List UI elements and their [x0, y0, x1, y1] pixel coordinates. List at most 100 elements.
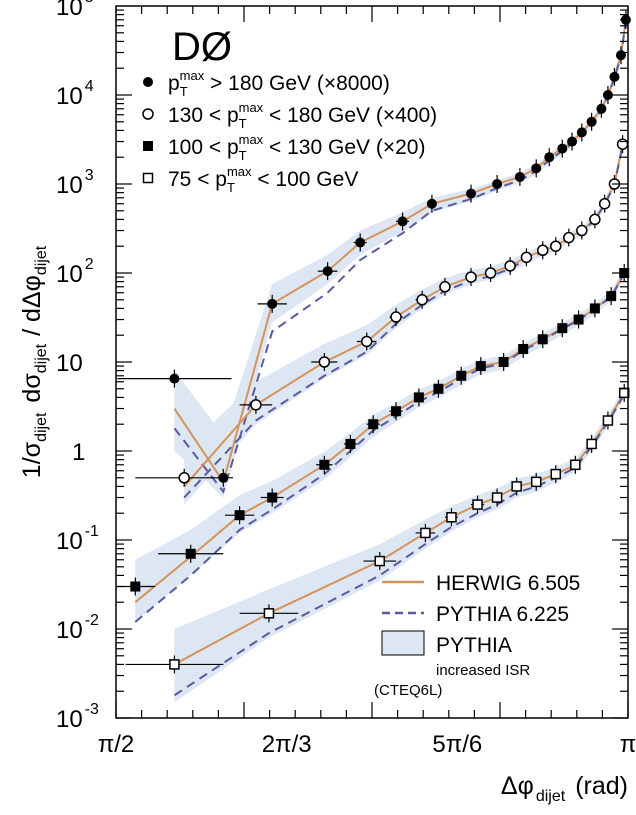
svg-text:1/σdijetdσdijet/ dΔφdijet: 1/σdijetdσdijet/ dΔφdijet	[18, 245, 50, 478]
data-point-s0-11	[544, 148, 555, 167]
y-tick-base: 10	[56, 706, 83, 733]
data-point-s0-7	[466, 184, 477, 203]
pythia-curve-2	[134, 273, 626, 623]
marker-filled-square	[589, 303, 600, 314]
marker-filled-square	[433, 383, 444, 394]
marker-filled-circle	[426, 198, 437, 209]
data-point-s1-11	[536, 241, 549, 260]
legend-label: pTmax > 180 GeV (×8000)	[168, 68, 390, 99]
y-tick-exp: -3	[85, 701, 99, 718]
axis-ticks	[115, 6, 629, 719]
data-point-s1-6	[439, 277, 451, 296]
data-point-s0-14	[576, 123, 587, 142]
data-point-s1-2	[311, 353, 338, 371]
data-point-s3-9	[550, 465, 562, 484]
data-point-s0-3	[317, 262, 338, 281]
marker-open-circle	[550, 240, 562, 252]
marker-filled-circle	[576, 127, 587, 138]
experiment-label: DØ	[172, 25, 232, 69]
data-point-s0-15	[586, 112, 597, 131]
data-point-s0-4	[353, 233, 367, 252]
data-point-s0-16	[596, 99, 607, 118]
x-title-symbol: Δφ	[501, 772, 534, 800]
data-point-s2-17	[589, 299, 600, 318]
marker-open-circle	[520, 251, 533, 264]
data-point-s2-1	[158, 544, 224, 563]
y-tick-base: 10	[56, 261, 83, 288]
data-point-s0-12	[557, 139, 568, 158]
data-point-s1-8	[484, 264, 497, 282]
marker-open-circle	[250, 399, 262, 411]
band-series-2	[135, 267, 625, 622]
x-tick-label: 5π/6	[432, 731, 482, 758]
y-tick-label: 10 2	[56, 256, 94, 288]
marker-filled-square	[537, 334, 548, 345]
marker-filled-square	[456, 370, 467, 381]
marker-filled-square	[368, 419, 379, 430]
y-tick-label: 10 -2	[56, 612, 99, 644]
data-point-s3-5	[471, 495, 485, 514]
marker-open-circle	[576, 224, 588, 237]
x-tick-label: π	[620, 731, 636, 758]
marker-open-square	[472, 499, 483, 510]
marker-filled-circle	[586, 116, 597, 127]
data-point-s2-10	[456, 366, 467, 385]
data-point-s1-9	[504, 256, 516, 275]
marker-open-circle	[360, 335, 373, 348]
legend-band-note: increased ISR	[436, 662, 530, 679]
x-tick-label: π/2	[98, 731, 135, 758]
marker-open-square	[446, 512, 457, 523]
legend-models: HERWIG 6.505 PYTHIA 6.225 PYTHIA increas…	[374, 572, 580, 699]
band-series-3	[174, 387, 625, 703]
data-point-s1-15	[589, 210, 601, 229]
data-point-s1-5	[415, 290, 429, 309]
data-point-s2-15	[557, 319, 568, 338]
data-point-s0-8	[492, 175, 503, 193]
y-tick-base: 1	[72, 439, 85, 466]
data-point-s0-17	[602, 86, 613, 104]
legend-label: 130 < pTmax < 180 GeV (×400)	[168, 100, 437, 131]
marker-filled-circle	[609, 71, 620, 82]
marker-filled-square	[130, 581, 141, 592]
data-point-s1-10	[520, 248, 533, 267]
y-title-part-b: dσ	[18, 373, 46, 403]
svg-text:Δφdijet(rad): Δφ dijet (rad)	[501, 772, 628, 805]
legend-band-swatch	[381, 630, 425, 656]
y-title-part-a: 1/σ	[18, 441, 46, 478]
data-point-s2-13	[518, 339, 529, 358]
marker-open-square	[511, 481, 522, 492]
data-point-s1-4	[389, 308, 403, 327]
marker-open-circle	[439, 281, 451, 293]
marker-filled-square	[573, 314, 584, 325]
y-tick-base: 10	[56, 83, 83, 110]
marker-filled-square	[498, 357, 509, 367]
marker-open-square	[602, 415, 614, 426]
marker-open-square	[374, 555, 386, 567]
data-point-s2-8	[413, 388, 424, 407]
marker-filled-circle	[557, 143, 568, 154]
y-tick-exp: 3	[85, 167, 94, 184]
y-tick-label: 10	[56, 350, 83, 377]
y-tick-base: 10	[56, 0, 83, 21]
legend-data-series: pTmax > 180 GeV (×8000)130 < pTmax < 180…	[142, 68, 437, 195]
marker-filled-square	[345, 438, 356, 449]
marker-open-circle	[390, 311, 402, 323]
y-tick-label: 10 4	[56, 78, 94, 110]
pythia-isr-bands	[135, 14, 626, 703]
y-tick-label: 1	[72, 439, 85, 466]
marker-filled-square	[185, 548, 196, 559]
y-tick-base: 10	[56, 350, 83, 377]
y-tick-base: 10	[56, 528, 83, 555]
marker-open-square	[263, 608, 275, 619]
data-point-s3-8	[530, 472, 542, 491]
x-title-sub: dijet	[536, 788, 566, 805]
data-point-s0-19	[615, 46, 626, 65]
data-point-s3-0	[125, 655, 224, 674]
y-tick-label: 105	[56, 0, 94, 21]
marker-filled-circle	[531, 163, 542, 174]
data-point-s0-9	[514, 167, 525, 186]
marker-open-circle	[465, 271, 477, 283]
data-point-s0-0	[117, 369, 232, 388]
